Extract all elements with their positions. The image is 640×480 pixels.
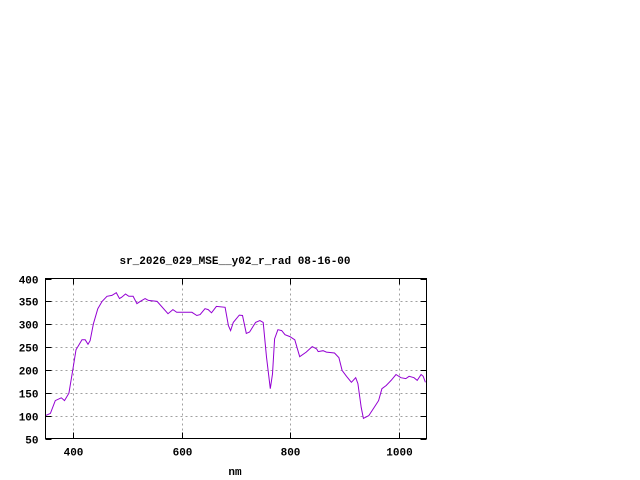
- y-tick-label: 50: [25, 436, 38, 448]
- y-tick-label: 150: [19, 390, 39, 402]
- y-tick-label: 400: [19, 276, 39, 288]
- y-tick-label: 350: [19, 298, 39, 310]
- y-tick-label: 300: [19, 321, 39, 333]
- series-line: [45, 291, 426, 420]
- grid-lines: [45, 278, 427, 439]
- y-tick-label: 200: [19, 367, 39, 379]
- x-tick-label: 400: [64, 448, 84, 460]
- x-axis-label: nm: [228, 467, 242, 479]
- x-axis-ticks: 400 600 800 1000: [64, 278, 413, 460]
- x-tick-label: 800: [281, 448, 301, 460]
- y-tick-label: 100: [19, 413, 39, 425]
- x-tick-label: 1000: [386, 448, 412, 460]
- x-tick-label: 600: [173, 448, 193, 460]
- chart-title: sr_2026_029_MSE__y02_r_rad 08-16-00: [119, 256, 350, 268]
- y-tick-label: 250: [19, 344, 39, 356]
- y-axis-ticks: 50 100 150 200 250 300 350 400: [19, 276, 427, 448]
- plot-frame: [45, 278, 427, 439]
